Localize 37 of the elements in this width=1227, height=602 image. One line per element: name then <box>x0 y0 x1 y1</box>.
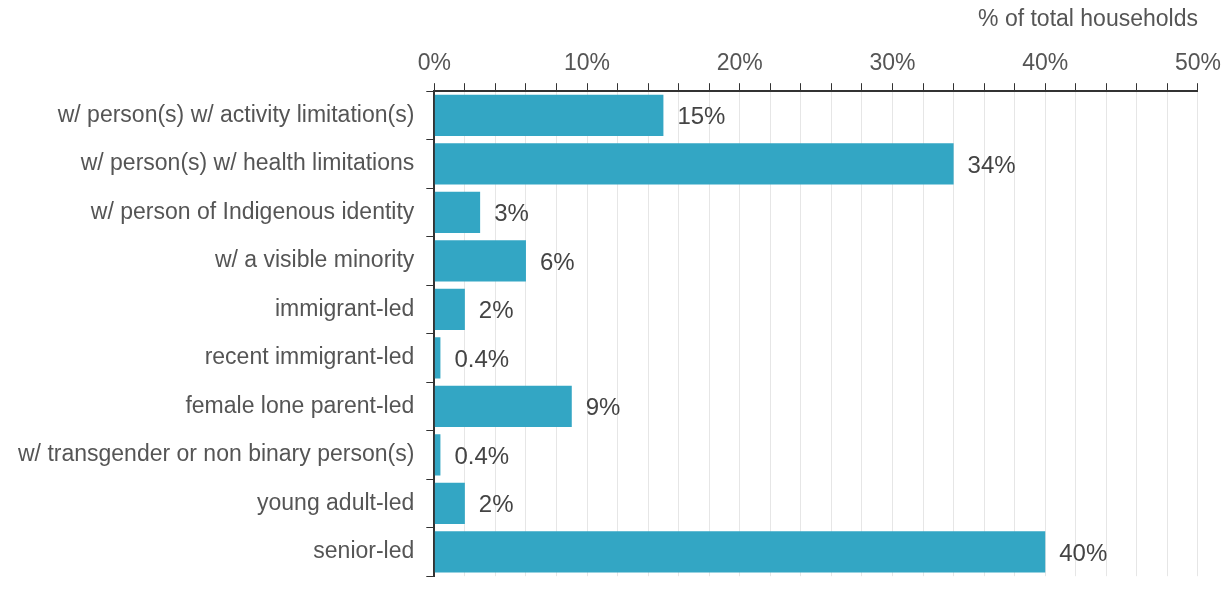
x-tick-label: 0% <box>417 48 451 75</box>
data-label: 3% <box>494 199 529 227</box>
data-label: 9% <box>585 393 621 421</box>
x-tick-label: 10% <box>564 48 611 75</box>
y-tick-label: recent immigrant-led <box>204 343 415 370</box>
bar <box>434 531 1046 573</box>
y-tick-label: immigrant-led <box>274 294 415 321</box>
data-label: 2% <box>478 296 514 324</box>
bar <box>434 337 441 379</box>
y-tick-label: w/ person(s) w/ activity limitation(s) <box>56 100 415 127</box>
data-label: 0.4% <box>454 344 510 372</box>
bar <box>434 482 465 525</box>
data-label: 15% <box>677 102 726 130</box>
data-label: 0.4% <box>454 441 510 469</box>
y-tick-label: female lone parent-led <box>185 391 415 418</box>
data-label: 2% <box>478 490 514 518</box>
x-tick-label: 50% <box>1174 48 1222 75</box>
data-label: 34% <box>967 150 1016 178</box>
bar <box>434 240 526 282</box>
x-axis-title: % of total households <box>978 5 1198 32</box>
y-tick-label: young adult-led <box>257 488 415 515</box>
bar <box>434 191 481 234</box>
bar <box>434 143 954 185</box>
y-tick-label: w/ person(s) w/ health limitations <box>79 149 415 176</box>
x-tick-label: 30% <box>869 48 916 75</box>
data-label: 40% <box>1059 538 1108 566</box>
y-tick-label: w/ a visible minority <box>213 246 415 273</box>
x-tick-label: 20% <box>716 48 763 75</box>
bar <box>434 434 441 476</box>
bar <box>434 288 465 331</box>
y-tick-label: w/ person of Indigenous identity <box>89 197 415 224</box>
x-tick-label: 40% <box>1022 48 1069 75</box>
bar <box>434 385 572 428</box>
y-tick-label: w/ transgender or non binary person(s) <box>17 440 415 467</box>
y-tick-label: senior-led <box>313 537 415 564</box>
bar <box>434 94 664 137</box>
data-label: 6% <box>539 247 575 275</box>
